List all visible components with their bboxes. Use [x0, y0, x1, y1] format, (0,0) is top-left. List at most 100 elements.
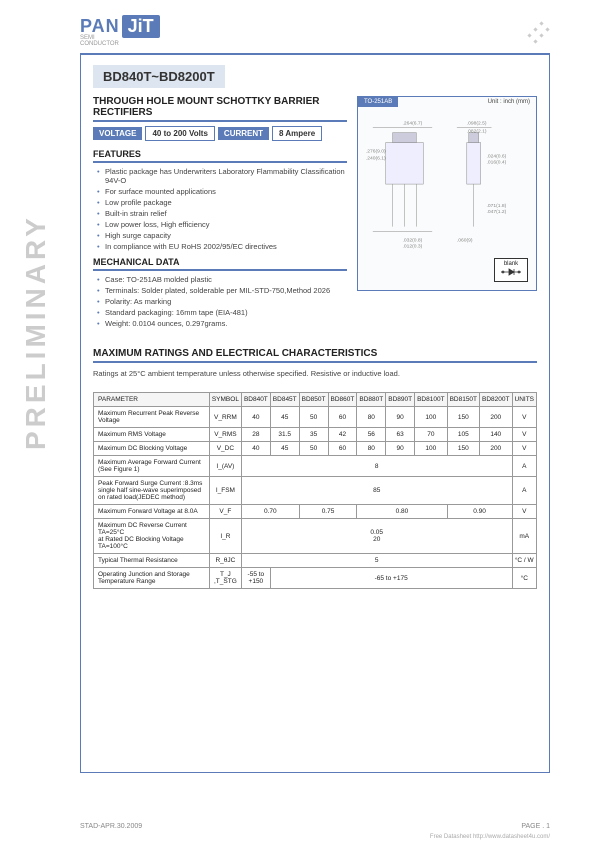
- package-label: TO-251AB: [358, 97, 398, 107]
- value-cell: 0.75: [299, 505, 357, 519]
- table-row: Maximum DC Blocking VoltageV_DC404550608…: [94, 442, 537, 456]
- table-header: BD860T: [328, 393, 357, 407]
- footer-page: PAGE . 1: [521, 823, 550, 830]
- value-cell: 40: [241, 407, 270, 428]
- table-row: Operating Junction and Storage Temperatu…: [94, 568, 537, 589]
- table-header: SYMBOL: [209, 393, 241, 407]
- symbol-cell: R_θJC: [209, 554, 241, 568]
- table-header: BD8200T: [480, 393, 512, 407]
- value-cell: 0.70: [241, 505, 299, 519]
- value-cell: 45: [270, 407, 299, 428]
- table-header: PARAMETER: [94, 393, 210, 407]
- svg-text:.032(0.8): .032(0.8): [403, 237, 423, 243]
- value-cell: 80: [357, 407, 386, 428]
- table-header: BD8100T: [415, 393, 447, 407]
- value-cell: 28: [241, 428, 270, 442]
- mechanical-item: Polarity: As marking: [97, 297, 347, 306]
- title-row: BD840T~BD8200T: [93, 65, 537, 88]
- table-row: Maximum Average Forward Current (See Fig…: [94, 456, 537, 477]
- param-cell: Maximum DC Blocking Voltage: [94, 442, 210, 456]
- table-header: BD850T: [299, 393, 328, 407]
- table-row: Typical Thermal ResistanceR_θJC5°C / W: [94, 554, 537, 568]
- voltage-value: 40 to 200 Volts: [145, 126, 214, 141]
- badge-row: VOLTAGE 40 to 200 Volts CURRENT 8 Ampere: [93, 126, 347, 141]
- value-cell: 200: [480, 407, 512, 428]
- package-unit: Unit : inch (mm): [398, 97, 536, 107]
- value-cell: 90: [386, 442, 415, 456]
- unit-cell: A: [512, 456, 537, 477]
- current-label: CURRENT: [218, 127, 269, 140]
- features-header: FEATURES: [93, 149, 347, 163]
- value-cell: 70: [415, 428, 447, 442]
- unit-cell: mA: [512, 519, 537, 554]
- feature-item: Low power loss, High efficiency: [97, 220, 347, 229]
- decorative-dots: [520, 20, 550, 50]
- value-cell: 140: [480, 428, 512, 442]
- page-content: PAN JiT SEMI CONDUCTOR BD840T~BD8200T TH…: [65, 0, 575, 842]
- blank-marking: blank: [494, 258, 528, 282]
- symbol-cell: V_F: [209, 505, 241, 519]
- content-frame: BD840T~BD8200T THROUGH HOLE MOUNT SCHOTT…: [80, 53, 550, 773]
- value-cell: 31.5: [270, 428, 299, 442]
- value-cell: 35: [299, 428, 328, 442]
- value-cell: 200: [480, 442, 512, 456]
- unit-cell: A: [512, 477, 537, 505]
- feature-item: Low profile package: [97, 198, 347, 207]
- svg-text:.060(9): .060(9): [457, 237, 473, 243]
- value-cell: 0.90: [447, 505, 512, 519]
- table-header: BD8150T: [447, 393, 479, 407]
- symbol-cell: T_J ,T_STG: [209, 568, 241, 589]
- value-cell: 50: [299, 442, 328, 456]
- symbol-cell: I_R: [209, 519, 241, 554]
- svg-text:.098(2.5): .098(2.5): [467, 121, 487, 127]
- value-cell: 0.80: [357, 505, 447, 519]
- feature-item: Plastic package has Underwriters Laborat…: [97, 167, 347, 185]
- features-list: Plastic package has Underwriters Laborat…: [93, 167, 347, 251]
- symbol-cell: V_RMS: [209, 428, 241, 442]
- value-cell: 50: [299, 407, 328, 428]
- ratings-note: Ratings at 25°C ambient temperature unle…: [93, 369, 537, 378]
- table-header: BD840T: [241, 393, 270, 407]
- svg-text:.240(6.1): .240(6.1): [366, 155, 386, 161]
- mechanical-list: Case: TO-251AB molded plasticTerminals: …: [93, 275, 347, 328]
- table-row: Maximum Recurrent Peak Reverse VoltageV_…: [94, 407, 537, 428]
- param-cell: Peak Forward Surge Current :8.3ms single…: [94, 477, 210, 505]
- value-cell: 85: [241, 477, 512, 505]
- unit-cell: °C / W: [512, 554, 537, 568]
- feature-item: High surge capacity: [97, 231, 347, 240]
- value-cell: 42: [328, 428, 357, 442]
- logo-jit: JiT: [122, 15, 160, 38]
- diode-symbol-icon: [499, 267, 523, 277]
- svg-text:.012(0.3): .012(0.3): [403, 243, 423, 249]
- symbol-cell: I_(AV): [209, 456, 241, 477]
- value-cell: 90: [386, 407, 415, 428]
- svg-text:.071(1.8): .071(1.8): [487, 203, 507, 209]
- param-cell: Maximum DC Reverse Current TA=25°C at Ra…: [94, 519, 210, 554]
- value-cell: 150: [447, 407, 479, 428]
- value-cell: -65 to +175: [270, 568, 512, 589]
- svg-text:.276(9.0): .276(9.0): [366, 148, 386, 154]
- footer-date: STAD-APR.30.2009: [80, 823, 142, 830]
- value-cell: 105: [447, 428, 479, 442]
- value-cell: 56: [357, 428, 386, 442]
- ratings-table: PARAMETERSYMBOLBD840TBD845TBD850TBD860TB…: [93, 392, 537, 589]
- param-cell: Maximum Recurrent Peak Reverse Voltage: [94, 407, 210, 428]
- unit-cell: V: [512, 407, 537, 428]
- feature-item: In compliance with EU RoHS 2002/95/EC di…: [97, 242, 347, 251]
- mechanical-header: MECHANICAL DATA: [93, 257, 347, 271]
- param-cell: Maximum RMS Voltage: [94, 428, 210, 442]
- value-cell: 5: [241, 554, 512, 568]
- value-cell: 40: [241, 442, 270, 456]
- svg-text:.047(1.2): .047(1.2): [487, 209, 507, 215]
- table-header: UNITS: [512, 393, 537, 407]
- value-cell: 80: [357, 442, 386, 456]
- param-cell: Maximum Average Forward Current (See Fig…: [94, 456, 210, 477]
- value-cell: -55 to +150: [241, 568, 270, 589]
- svg-text:.024(0.6): .024(0.6): [487, 153, 507, 159]
- page-footer: STAD-APR.30.2009 PAGE . 1: [80, 823, 550, 830]
- symbol-cell: V_DC: [209, 442, 241, 456]
- logo: PAN JiT: [80, 15, 550, 38]
- svg-text:.016(0.4): .016(0.4): [487, 159, 507, 165]
- value-cell: 100: [415, 442, 447, 456]
- product-subtitle: THROUGH HOLE MOUNT SCHOTTKY BARRIER RECT…: [93, 96, 347, 122]
